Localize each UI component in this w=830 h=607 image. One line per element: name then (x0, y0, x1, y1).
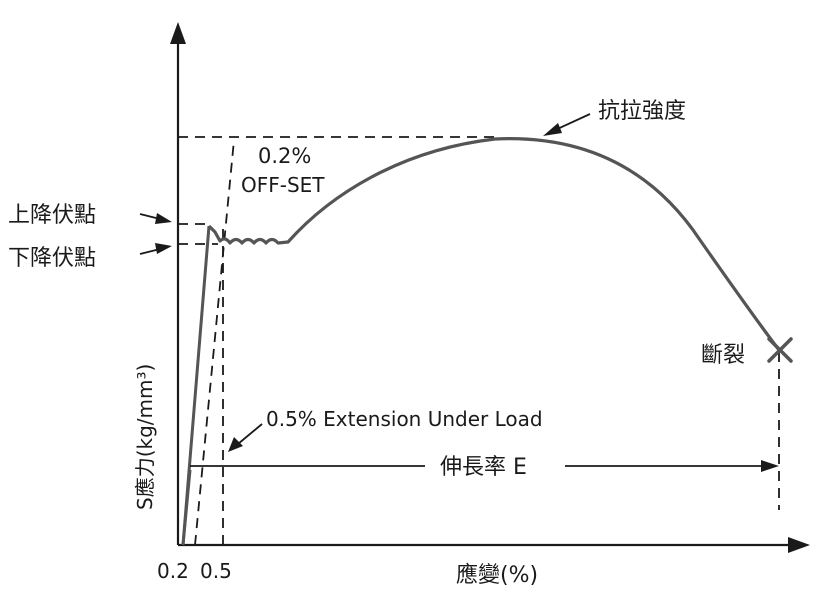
pointer-arrows (139, 113, 591, 445)
elastic-return-line (181, 469, 192, 546)
lower-yield-arrowhead (155, 243, 172, 254)
extension-arrowhead (228, 437, 243, 452)
x-tick-label-0-2: 0.2 (157, 559, 189, 583)
dashed-guides (178, 136, 780, 546)
x-tick-label-0-5: 0.5 (200, 559, 232, 583)
x-axis-arrowhead (788, 537, 810, 553)
tensile-strength-arrowhead (543, 123, 562, 136)
y-axis-label: S應力(kg/mm³) (133, 364, 157, 510)
upper-yield-label: 上降伏點 (8, 203, 96, 228)
x-axis-label: 應變(%) (456, 562, 538, 588)
upper-yield-arrowhead (155, 213, 172, 224)
y-axis-arrowhead (170, 22, 186, 44)
fracture-x-mark (767, 337, 793, 363)
axes (176, 38, 795, 547)
extension-under-load-label: 0.5% Extension Under Load (266, 407, 543, 431)
stress-strain-curve (207, 137, 781, 351)
elongation-arrowhead (761, 460, 779, 472)
elongation-label: 伸長率 E (440, 455, 527, 480)
fracture-label: 斷裂 (701, 343, 745, 368)
offset-label: OFF-SET (241, 173, 325, 197)
offset-percent-label: 0.2% (258, 144, 311, 168)
lower-yield-label: 下降伏點 (8, 246, 96, 271)
extension-pointer (237, 423, 263, 445)
tensile-strength-label: 抗拉強度 (598, 99, 686, 124)
